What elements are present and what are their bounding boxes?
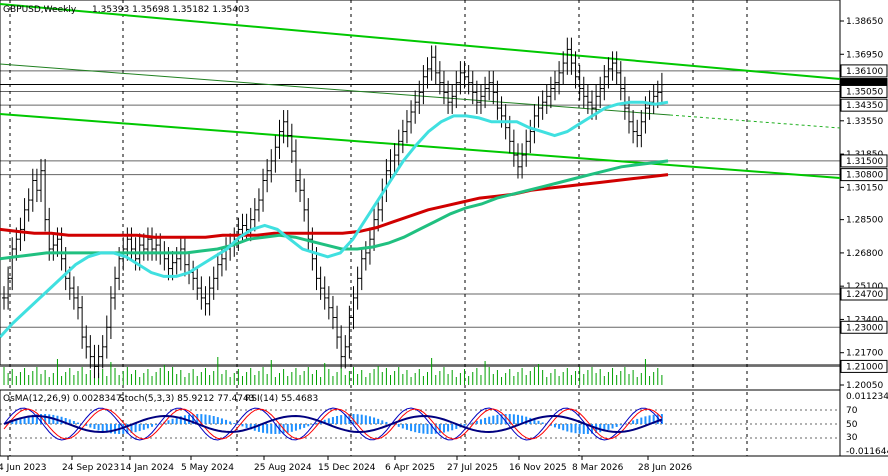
price-axis-tick-label: 1.20050 (846, 381, 883, 391)
osma-header: OsMA(12,26,9) 0.0028347 (3, 394, 122, 404)
price-bars (2, 37, 664, 379)
price-axis-tick-label: 1.25100 (846, 282, 883, 292)
channel-lower-line (0, 113, 841, 179)
time-axis-tick-label: 5 May 2024 (181, 463, 234, 473)
chart-header-symbol: GBPUSD,Weekly (3, 5, 77, 15)
price-axis-tick-label: 1.23400 (846, 315, 883, 325)
price-level-label: 1.23000 (846, 323, 883, 333)
indicator-panel (0, 389, 841, 457)
price-level-box (840, 84, 888, 98)
time-axis-tick-label: 14 Jan 2024 (120, 463, 174, 473)
price-level-box (840, 168, 888, 182)
price-level-box (840, 287, 888, 301)
channel-upper-line (0, 3, 841, 80)
price-level-label: 1.34350 (846, 101, 883, 111)
time-axis-tick-label: 4 Jun 2023 (0, 463, 46, 473)
time-axis-tick-label: 8 Mar 2026 (572, 463, 624, 473)
rsi-header: RSI(14) 55.4683 (245, 394, 318, 404)
price-level-box (840, 98, 888, 112)
time-axis-tick-label: 6 Apr 2025 (385, 463, 435, 473)
time-axis-tick-label: 15 Dec 2024 (318, 463, 376, 473)
time-axis-tick-label: 28 Jun 2026 (638, 463, 692, 473)
stoch-level-70: 70 (846, 406, 858, 416)
main-panel (0, 0, 841, 366)
price-axis-tick-label: 1.21700 (846, 349, 883, 359)
time-axis-tick-label: 24 Sep 2023 (62, 463, 119, 473)
time-axis-tick-label: 27 Jul 2025 (447, 463, 498, 473)
chart-header-ohlc: 1.35393 1.35698 1.35182 1.35403 (92, 5, 249, 15)
osma-max-label: 0.0112349 (846, 392, 888, 402)
stoch-level-30: 30 (846, 433, 858, 443)
price-level-box (840, 359, 888, 373)
channel-mid-line (0, 63, 671, 116)
stoch-signal-line (3, 408, 663, 440)
osma-min-label: -0.0116449 (846, 447, 888, 457)
price-axis-tick-label: 1.36950 (846, 50, 883, 60)
stoch-header: Stoch(5,3,3) 85.9212 77.4743 (119, 394, 254, 404)
price-axis-tick-label: 1.38650 (846, 17, 883, 27)
rsi-line (3, 414, 663, 434)
volume-bars (3, 357, 663, 385)
price-level-label: 1.35050 (846, 87, 883, 97)
price-level-label: 1.24700 (846, 290, 883, 300)
price-level-box (840, 154, 888, 168)
price-level-box (840, 320, 888, 334)
price-level-label: 1.31500 (846, 157, 883, 167)
price-level-label: 1.21000 (846, 362, 883, 372)
price-level-label: 1.30800 (846, 171, 883, 181)
time-axis-labels: 4 Jun 2023 24 Sep 2023 14 Jan 2024 5 May 20… (0, 456, 692, 473)
stoch-level-50: 50 (846, 420, 858, 430)
ema-slow-line (0, 173, 669, 239)
time-axis-tick-label: 16 Nov 2025 (509, 463, 567, 473)
price-axis-tick-label: 1.26800 (846, 249, 883, 259)
indicator-lines (0, 407, 840, 441)
time-axis-tick-label: 25 Aug 2024 (254, 463, 312, 473)
price-level-label: 1.36100 (846, 67, 883, 77)
price-level-box (840, 64, 888, 78)
channel-mid-extension (669, 114, 841, 129)
price-axis-tick-label: 1.28500 (846, 216, 883, 226)
price-level-boxes: 1.361001.354031.350501.343501.315001.308… (840, 64, 888, 373)
price-level-lines (0, 70, 840, 367)
price-axis-tick-label: 1.33550 (846, 117, 883, 127)
price-axis-tick-label: 1.30150 (846, 183, 883, 193)
ema-fast-line (0, 100, 669, 339)
